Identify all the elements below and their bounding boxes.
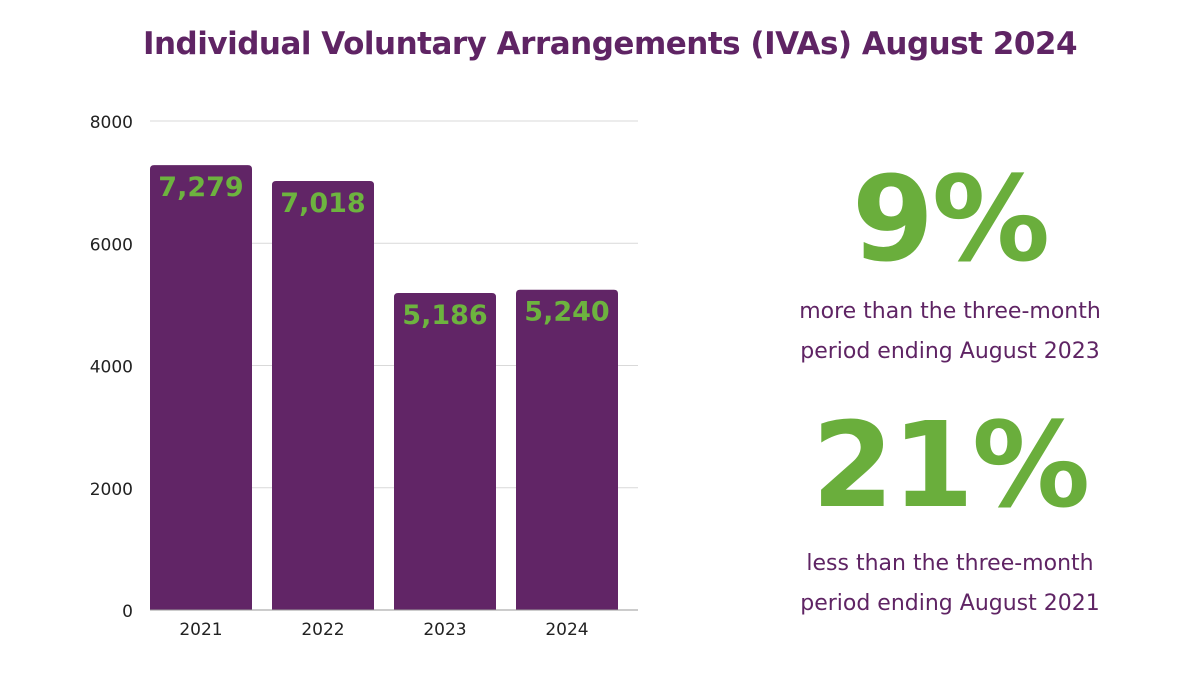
stat-increase-line1: more than the three-month [799,299,1101,324]
data-label: 5,240 [524,297,609,328]
y-tick-label: 0 [122,602,133,622]
data-label: 7,279 [158,172,243,203]
bar-chart: 0 2000 4000 6000 8000 7,279 2021 7,018 2022 5,186… [90,113,638,640]
data-label: 5,186 [402,300,487,331]
y-tick-label: 8000 [90,113,133,133]
data-label: 7,018 [280,188,365,219]
x-tick-label: 2022 [301,620,344,640]
stat-increase: 9% more than the three-month period endi… [740,160,1160,372]
stat-increase-line2: period ending August 2023 [800,339,1100,364]
stat-decrease-value: 21% [811,396,1090,534]
bar [516,289,618,610]
x-tick-label: 2023 [423,620,466,640]
bar [150,165,252,611]
chart-title: Individual Voluntary Arrangements (IVAs)… [142,26,1078,62]
y-tick-label: 4000 [90,358,133,378]
stat-increase-value: 9% [851,150,1050,288]
x-tick-label: 2021 [179,620,222,640]
bar [394,293,496,610]
y-tick-label: 2000 [90,480,133,500]
stat-decrease-line1: less than the three-month [806,551,1094,576]
stat-decrease: 21% less than the three-month period end… [740,406,1160,624]
y-tick-label: 6000 [90,235,133,255]
bar [272,181,374,610]
x-tick-label: 2024 [545,620,588,640]
stat-decrease-line2: period ending August 2021 [800,591,1100,616]
